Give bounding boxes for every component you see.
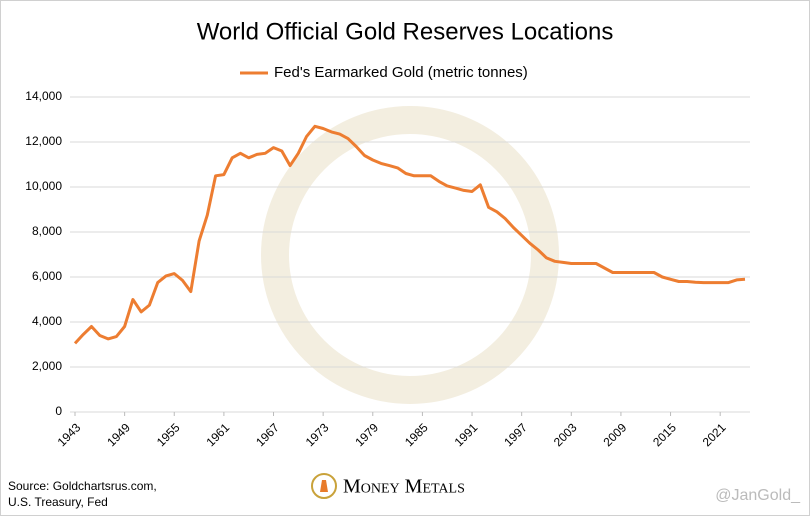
source: U.S. Treasury, Fed [8,495,108,509]
handle: @JanGold_ [715,487,801,504]
y-tick-label: 2,000 [32,359,62,373]
y-tick-label: 0 [55,404,62,418]
line [73,124,746,345]
y-tick-label: 6,000 [32,269,62,283]
y-tick-label: 8,000 [32,224,62,238]
logo-text: Money Metals [343,476,465,498]
y-tick-label: 12,000 [25,134,62,148]
logo-icon [320,480,328,492]
y-tick-label: 14,000 [25,89,62,103]
y-tick-label: 4,000 [32,314,62,328]
legend-label: Fed's Earmarked Gold (metric tonnes) [274,64,528,81]
source: Source: Goldchartsrus.com, [8,479,157,493]
y-tick-label: 10,000 [25,179,62,193]
chart-title: World Official Gold Reserves Locations [197,18,614,45]
